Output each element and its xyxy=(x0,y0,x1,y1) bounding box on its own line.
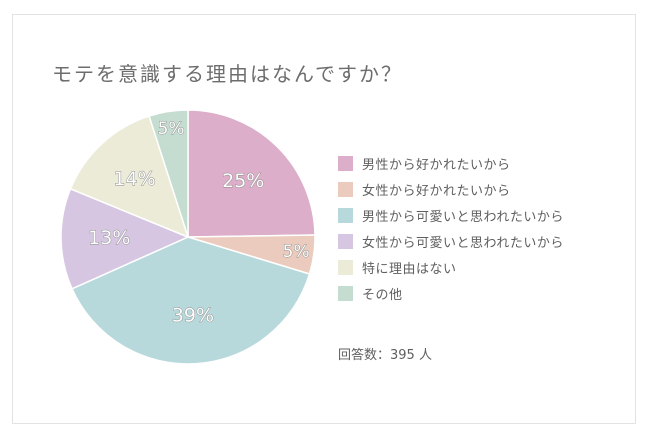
legend-item-3: 女性から可愛いと思われたいから xyxy=(338,228,564,254)
legend-swatch-0 xyxy=(338,155,353,171)
pie-slice-3 xyxy=(60,187,190,290)
legend-swatch-1 xyxy=(338,181,353,197)
legend-label-0: 男性から好かれたいから xyxy=(362,157,511,173)
legend-label-5: その他 xyxy=(362,287,403,303)
pie-label-2: 39% xyxy=(172,305,214,327)
pie-label-4: 14% xyxy=(113,168,155,190)
legend-item-1: 女性から好かれたいから xyxy=(338,176,564,202)
respondent-count: 回答数：395 人 xyxy=(338,348,432,363)
chart-title: モテを意識する理由はなんですか？ xyxy=(52,62,403,86)
pie-slice-0 xyxy=(187,109,316,238)
legend-label-4: 特に理由はない xyxy=(362,261,457,277)
legend-label-3: 女性から可愛いと思われたいから xyxy=(362,235,564,251)
legend-swatch-2 xyxy=(338,207,353,223)
legend-item-0: 男性から好かれたいから xyxy=(338,150,564,176)
legend-swatch-4 xyxy=(338,259,353,275)
pie-slice-2 xyxy=(71,236,311,365)
legend-item-5: その他 xyxy=(338,280,564,306)
legend-item-2: 男性から可愛いと思われたいから xyxy=(338,202,564,228)
legend: 男性から好かれたいから 女性から好かれたいから男性から可愛いと思われたいから 女性か… xyxy=(338,150,564,306)
pie-slice-5 xyxy=(148,109,189,238)
pie-label-3: 13% xyxy=(88,227,130,249)
legend-label-1: 女性から好かれたいから xyxy=(362,183,511,199)
legend-swatch-3 xyxy=(338,233,353,249)
legend-item-4: 特に理由はない xyxy=(338,254,564,280)
legend-swatch-5 xyxy=(338,285,353,301)
pie-label-1: 5% xyxy=(283,242,310,262)
pie-label-0: 25% xyxy=(222,170,264,192)
pie-label-5: 5% xyxy=(158,119,185,139)
legend-label-2: 男性から可愛いと思われたいから xyxy=(362,209,564,225)
